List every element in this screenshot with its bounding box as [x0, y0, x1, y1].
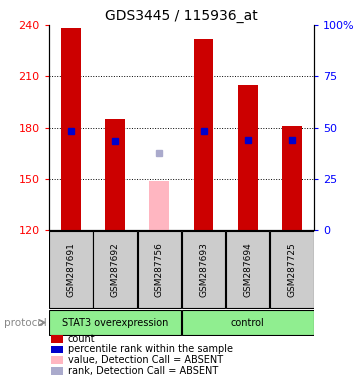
Text: count: count	[68, 334, 96, 344]
Text: rank, Detection Call = ABSENT: rank, Detection Call = ABSENT	[68, 366, 218, 376]
Bar	[93, 231, 137, 308]
Bar	[149, 181, 169, 230]
Text: GSM287692: GSM287692	[110, 242, 119, 297]
Text: protocol: protocol	[4, 318, 46, 328]
Bar	[182, 231, 225, 308]
Bar	[270, 231, 314, 308]
Text: value, Detection Call = ABSENT: value, Detection Call = ABSENT	[68, 355, 223, 365]
Title: GDS3445 / 115936_at: GDS3445 / 115936_at	[105, 8, 258, 23]
Bar	[282, 126, 302, 230]
Text: GSM287725: GSM287725	[287, 242, 296, 297]
Bar	[238, 85, 258, 230]
Text: GSM287691: GSM287691	[66, 242, 75, 297]
Bar	[182, 310, 314, 336]
Text: control: control	[231, 318, 265, 328]
Text: percentile rank within the sample: percentile rank within the sample	[68, 344, 233, 354]
Text: GSM287693: GSM287693	[199, 242, 208, 297]
Bar	[193, 39, 213, 230]
Bar	[138, 231, 181, 308]
Bar	[49, 310, 181, 336]
Bar	[61, 28, 81, 230]
Bar	[49, 231, 92, 308]
Text: GSM287694: GSM287694	[243, 242, 252, 297]
Bar	[226, 231, 269, 308]
Text: GSM287756: GSM287756	[155, 242, 164, 297]
Bar	[105, 119, 125, 230]
Text: STAT3 overexpression: STAT3 overexpression	[62, 318, 168, 328]
